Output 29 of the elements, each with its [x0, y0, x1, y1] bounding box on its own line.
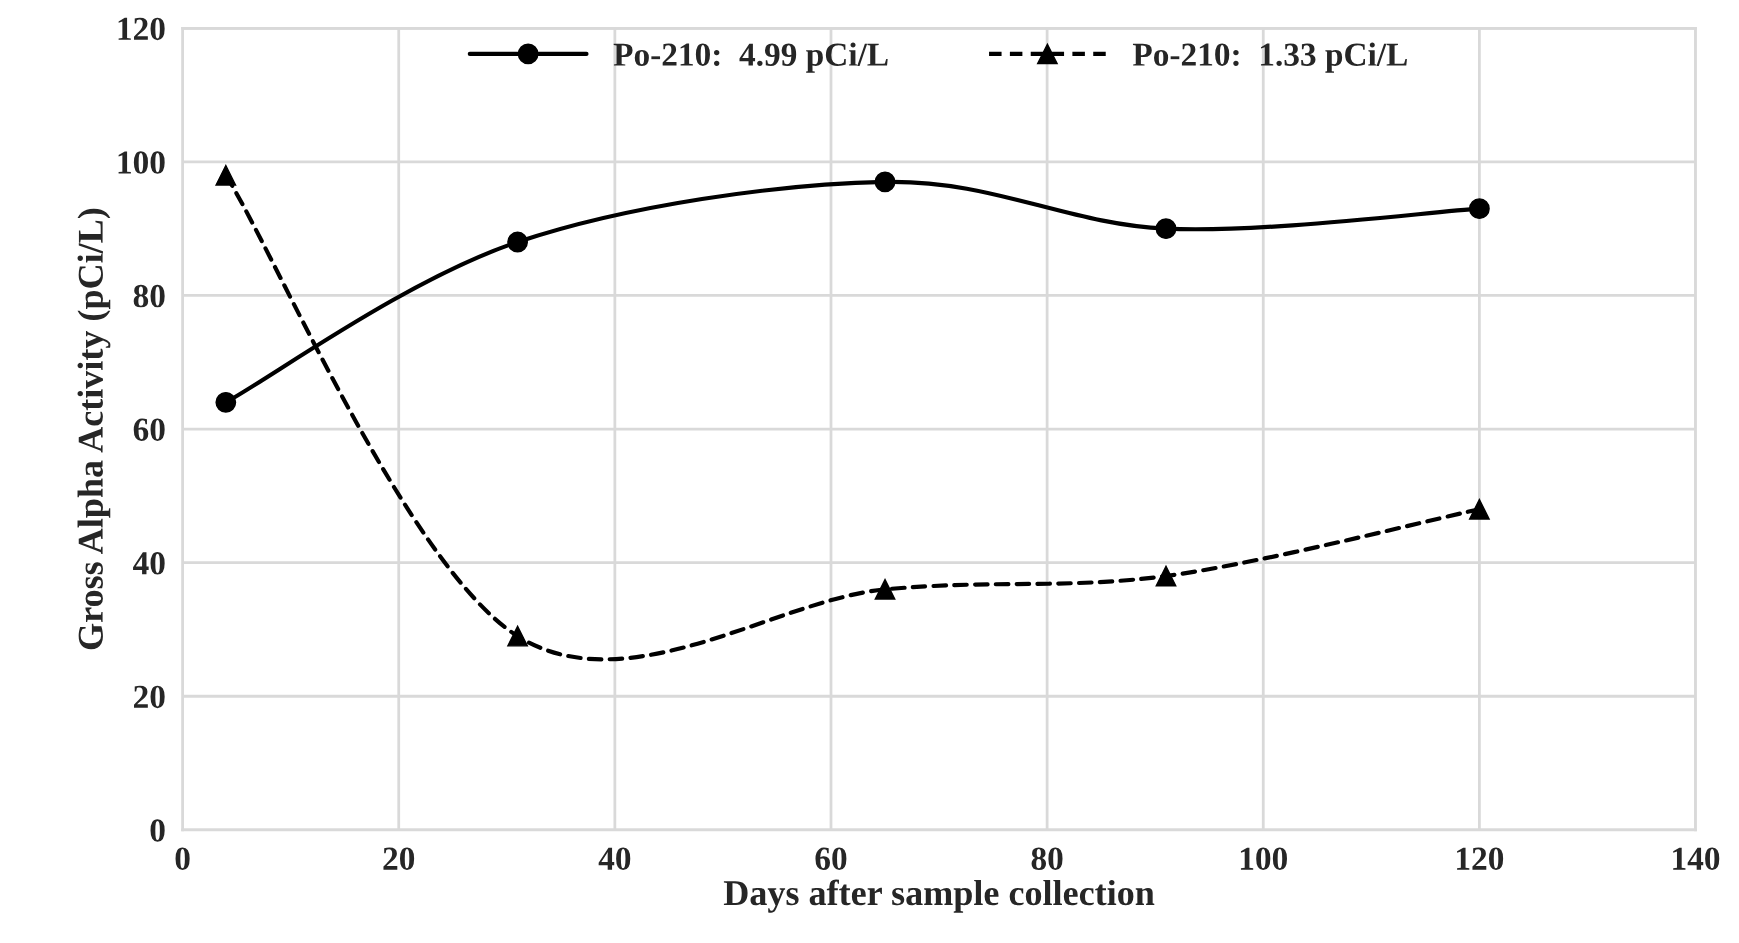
y-tick-label: 80: [133, 284, 165, 308]
y-tick-label: 20: [134, 685, 165, 709]
x-tick-label: 20: [383, 847, 415, 870]
x-tick-label: 140: [1673, 847, 1720, 870]
x-tick-label: 60: [815, 847, 847, 870]
point: [215, 391, 237, 413]
x-tick-label: 0: [175, 847, 190, 870]
y-axis-title: Gross Alpha Activity (pCi/L): [77, 208, 111, 650]
x-tick-label: 120: [1457, 847, 1504, 870]
x-tick-label: 40: [598, 847, 631, 870]
point: [507, 231, 529, 253]
point: [874, 578, 896, 600]
point: [874, 171, 896, 193]
y-tick-label: 40: [133, 552, 165, 575]
point: [507, 625, 529, 647]
legend-label: Po-210: 4.99 pCi/L: [613, 42, 888, 73]
x-tick-label: 80: [1031, 847, 1063, 870]
y-tick-label: 60: [133, 418, 165, 441]
point: [1468, 198, 1490, 220]
y-tick-label: 100: [118, 151, 165, 174]
y-tick-label: 120: [118, 17, 165, 41]
point: [1468, 498, 1490, 520]
point: [1155, 565, 1177, 587]
legend-label: Po-210: 1.33 pCi/L: [1132, 42, 1407, 73]
y-tick-label: 0: [150, 819, 165, 842]
point: [1155, 218, 1177, 240]
x-axis-title: Days after sample collection: [723, 879, 1155, 913]
point: [215, 164, 237, 186]
x-tick-label: 100: [1240, 847, 1287, 870]
